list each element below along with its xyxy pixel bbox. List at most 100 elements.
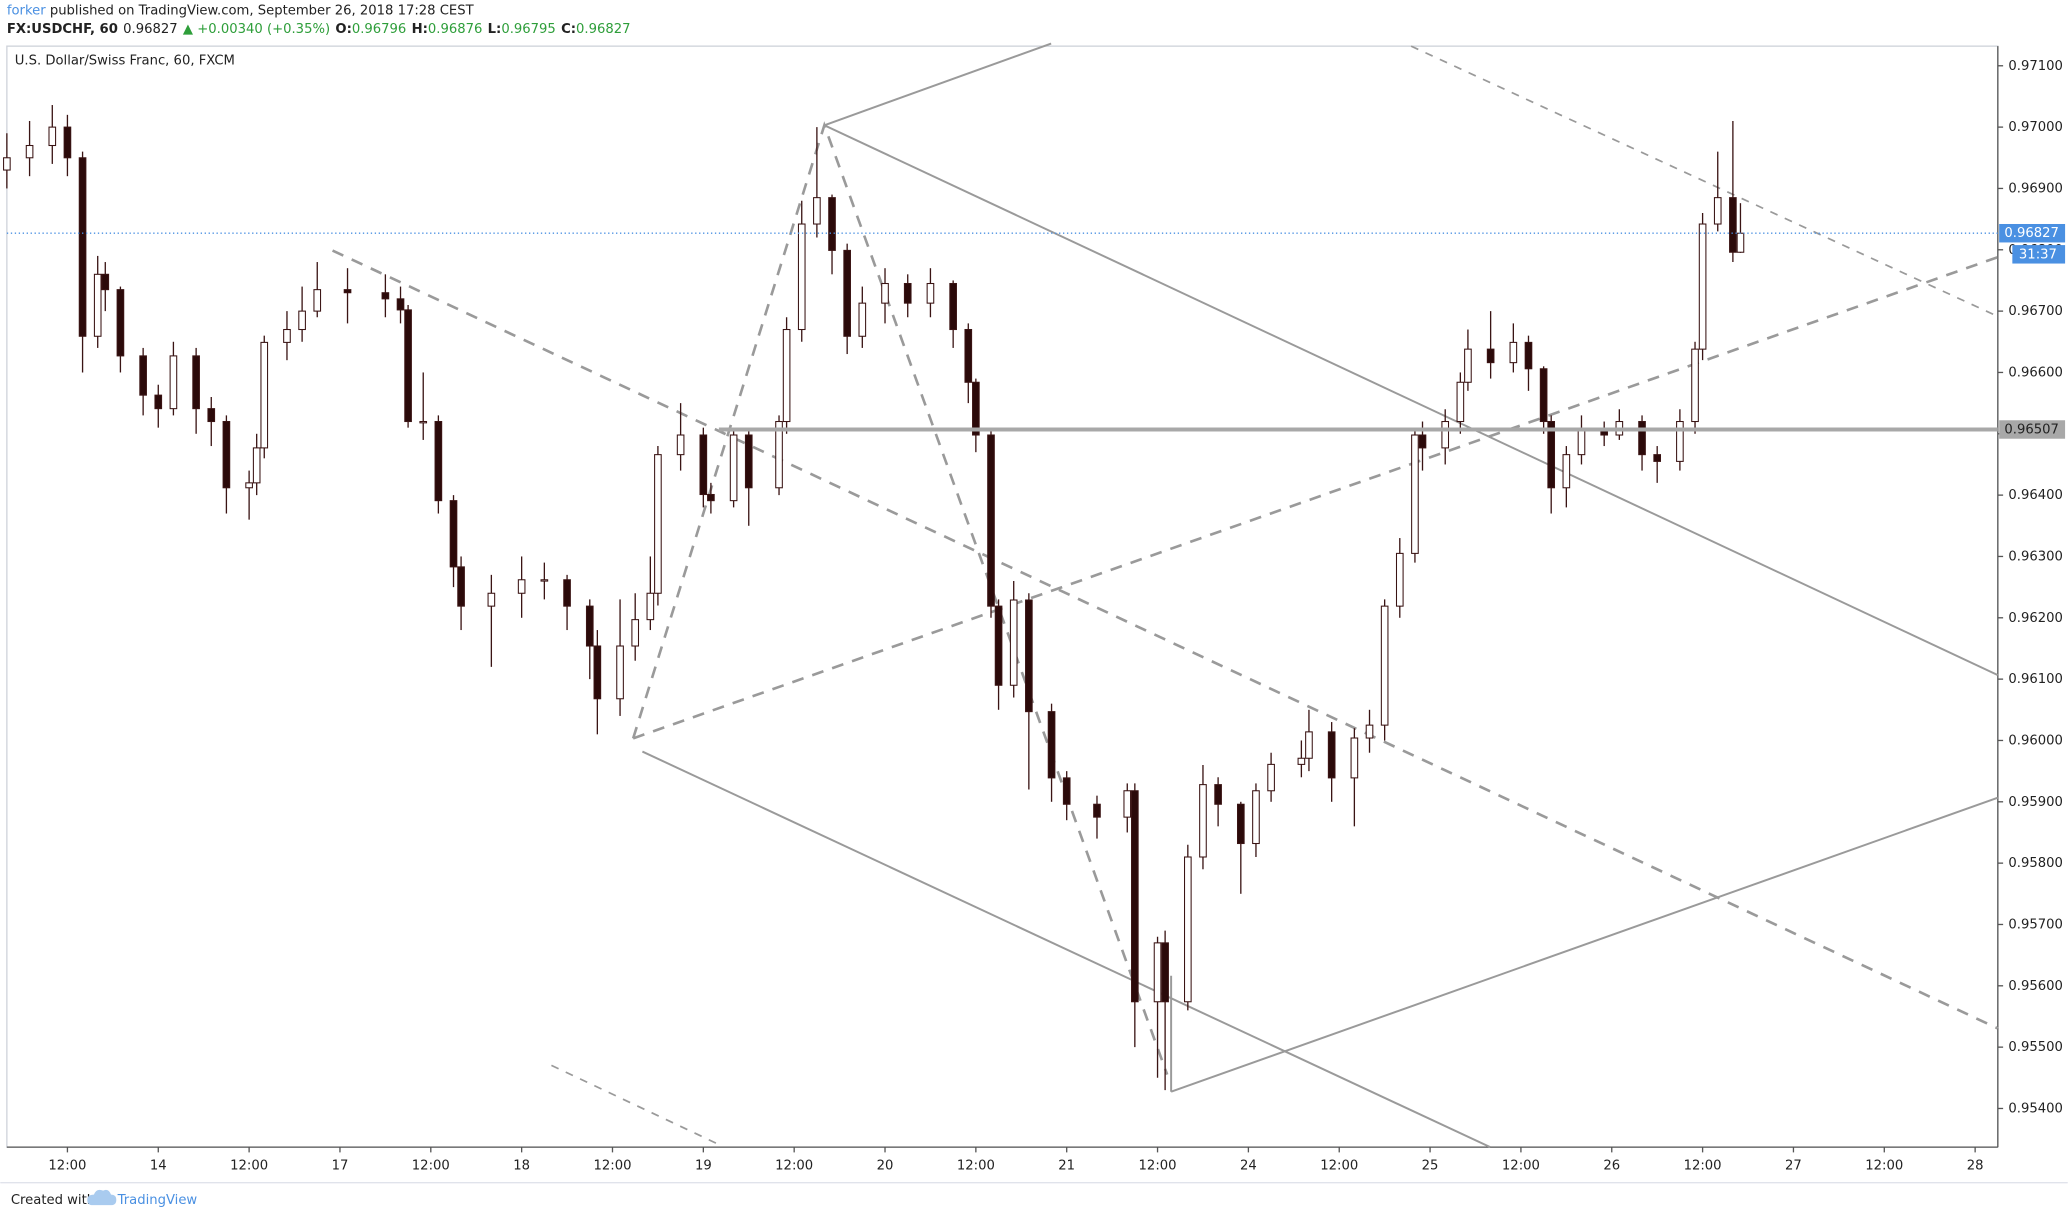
y-tick-label: 0.95400 [2008, 1101, 2062, 1116]
candle-body [298, 310, 306, 331]
candle-body [101, 273, 110, 291]
x-tick-label: 18 [513, 1159, 530, 1174]
x-tick-label: 21 [1058, 1159, 1075, 1174]
x-tick-label: 20 [877, 1159, 894, 1174]
candle-body [1441, 420, 1450, 449]
candle-body [457, 566, 465, 607]
candle-body [1062, 777, 1071, 805]
candle-body [1486, 348, 1495, 364]
candle-body [93, 273, 102, 337]
candle-body [563, 579, 571, 607]
candle-body [744, 434, 753, 489]
candle-body [616, 645, 624, 700]
candle-body [222, 420, 231, 489]
candle-body [881, 282, 889, 304]
l-value: 0.96795 [501, 22, 555, 37]
candle-body [396, 298, 405, 311]
candle-body [797, 223, 806, 331]
x-tick-label: 12:00 [957, 1159, 995, 1174]
trendline [641, 750, 1491, 1149]
candle-body [1676, 420, 1684, 462]
x-tick-label: 12:00 [775, 1159, 813, 1174]
candle-body [252, 447, 261, 484]
candle-body [1729, 197, 1737, 253]
candle-body [283, 328, 291, 343]
candle-body [1252, 790, 1260, 845]
x-tick-label: 12:00 [1502, 1159, 1540, 1174]
candle-body [517, 579, 526, 594]
author[interactable]: forker [7, 4, 46, 19]
chart-title: U.S. Dollar/Swiss Franc, 60, FXCM [15, 54, 235, 69]
published: published on TradingView.com, September … [46, 4, 475, 19]
candle-body [381, 292, 390, 300]
x-tick-label: 25 [1422, 1159, 1439, 1174]
candle-body [1131, 790, 1139, 1003]
candle-body [1123, 790, 1132, 818]
trendlines [331, 42, 1999, 1149]
y-tick-label: 0.95900 [2008, 795, 2062, 810]
y-tick-label: 0.95500 [2008, 1040, 2062, 1055]
x-tick-label: 12:00 [48, 1159, 86, 1174]
candle-body [987, 434, 995, 607]
candle-body [585, 605, 594, 647]
y-tick-label: 0.95700 [2008, 917, 2062, 932]
x-tick-label: 27 [1785, 1159, 1802, 1174]
candle-body [782, 328, 791, 423]
header-line: forker published on TradingView.com, Sep… [7, 4, 475, 19]
h-label: H: [412, 22, 428, 37]
candle-body [1025, 599, 1033, 713]
candle-body [1236, 803, 1245, 845]
candles [3, 105, 1745, 1091]
candle-body [1638, 420, 1646, 456]
price-label: 0.96827 [2004, 226, 2058, 241]
candle-body [1199, 784, 1207, 858]
candle-body [1380, 605, 1389, 726]
candle-body [540, 579, 549, 582]
candle-body [487, 592, 496, 607]
h-value: 0.96876 [428, 22, 482, 37]
x-tick-label: 28 [1967, 1159, 1984, 1174]
candle-body [1456, 381, 1465, 423]
candle-body [654, 454, 662, 594]
brand-link[interactable]: TradingView [117, 1193, 198, 1208]
brand-logo [87, 1189, 117, 1206]
candle-body [1411, 434, 1419, 554]
candle-body [926, 282, 935, 304]
candle-body [1153, 942, 1162, 1003]
candle-body [729, 434, 738, 502]
candle-body [1184, 856, 1192, 1003]
y-tick-label: 0.96400 [2008, 488, 2062, 503]
candle-body [707, 493, 715, 502]
candle-body [343, 289, 352, 294]
x-tick-label: 12:00 [412, 1159, 450, 1174]
candle-body [843, 249, 851, 337]
candle-body [3, 157, 11, 171]
candle-body [63, 126, 72, 159]
c-label: C: [561, 22, 576, 37]
candle-body [207, 408, 216, 423]
candle-body [1653, 454, 1662, 462]
y-tick-label: 0.97000 [2008, 120, 2062, 135]
y-tick-label: 0.96100 [2008, 672, 2062, 687]
x-tick-label: 19 [695, 1159, 712, 1174]
candle-body [646, 592, 655, 621]
x-tick-label: 12:00 [1320, 1159, 1358, 1174]
candle-body [1418, 434, 1427, 449]
x-tick-label: 12:00 [1139, 1159, 1177, 1174]
candle-body [699, 434, 708, 496]
candle-body [1713, 197, 1722, 225]
candle-body [1524, 341, 1533, 370]
o-label: O: [335, 22, 351, 37]
candle-body [949, 282, 957, 331]
x-tick-label: 12:00 [594, 1159, 632, 1174]
candle-body [1305, 731, 1313, 759]
y-tick-label: 0.95800 [2008, 856, 2062, 871]
candle-body [1365, 724, 1374, 739]
candle-body [404, 309, 412, 423]
candle-body [1327, 731, 1336, 779]
candle-body [1691, 348, 1699, 423]
trendline [824, 42, 1052, 127]
y-tick-label: 0.96600 [2008, 365, 2062, 380]
